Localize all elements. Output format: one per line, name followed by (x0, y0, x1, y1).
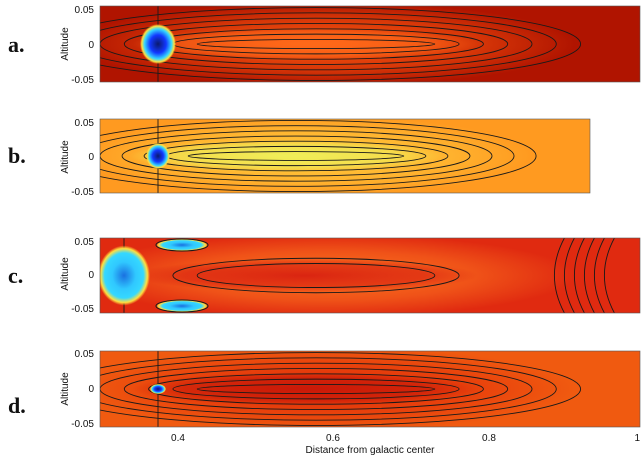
xtick-0-4: 0.4 (171, 433, 185, 444)
ytick-c-top: 0.05 (75, 237, 95, 248)
blue-spot (146, 143, 170, 169)
bottom-spot (155, 299, 209, 313)
ytick-d-mid: 0 (88, 384, 94, 395)
xtick-0-6: 0.6 (326, 433, 340, 444)
contour-lines (172, 238, 615, 313)
ytick-c-bot: -0.05 (71, 304, 94, 315)
blue-spot (140, 24, 176, 64)
ytick-a-bot: -0.05 (71, 75, 94, 86)
xtick-1: 1 (634, 433, 640, 444)
ytick-d-top: 0.05 (75, 349, 95, 360)
heatmap-band (132, 259, 478, 292)
ytick-d-bot: -0.05 (71, 419, 94, 430)
plot-frame (99, 350, 641, 428)
panel-a: a. Altitude 0.05 0 -0.05 (8, 5, 641, 86)
ylabel-a: Altitude (60, 27, 71, 61)
ytick-a-mid: 0 (88, 40, 94, 51)
plot-frame (99, 5, 641, 83)
panel-d: d. Altitude 0.05 0 -0.05 (8, 349, 641, 430)
heatmap-a (99, 5, 641, 83)
panel-b: b. Altitude 0.05 0 -0.05 (8, 118, 591, 198)
panel-c: c. Altitude 0.05 0 -0.05 (8, 237, 641, 315)
heatmap-b (99, 118, 591, 194)
ytick-c-mid: 0 (88, 270, 94, 281)
x-axis-label: Distance from galactic center (306, 445, 436, 456)
ylabel-d: Altitude (60, 372, 71, 406)
blue-spot (100, 245, 150, 306)
panel-label-b: b. (8, 143, 26, 168)
heatmap-c (99, 237, 641, 314)
xtick-0-8: 0.8 (482, 433, 496, 444)
contour-lines (100, 352, 581, 426)
heatmap-d (99, 350, 641, 428)
contour-lines (100, 7, 581, 81)
panel-label-c: c. (8, 263, 23, 288)
panel-label-d: d. (8, 393, 26, 418)
panel-label-a: a. (8, 32, 25, 57)
ylabel-b: Altitude (60, 140, 71, 174)
ylabel-c: Altitude (60, 257, 71, 291)
x-axis: 0.4 0.6 0.8 1 Distance from galactic cen… (171, 433, 640, 456)
ytick-b-bot: -0.05 (71, 187, 94, 198)
plot-frame (99, 118, 591, 194)
ytick-a-top: 0.05 (75, 5, 95, 16)
plot-frame (99, 237, 641, 314)
top-spot (155, 238, 209, 252)
blue-spot (150, 384, 166, 394)
ytick-b-mid: 0 (88, 152, 94, 163)
ytick-b-top: 0.05 (75, 118, 95, 129)
